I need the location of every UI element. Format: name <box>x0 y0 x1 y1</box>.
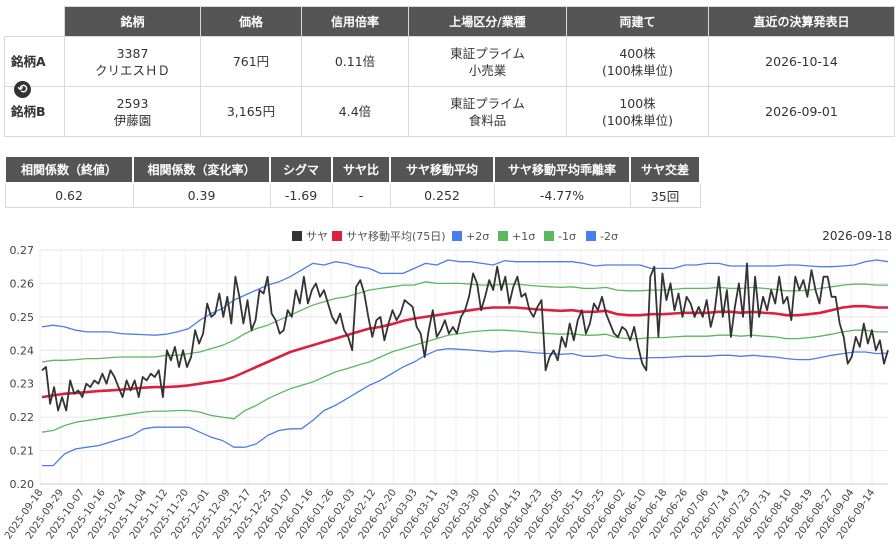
y-tick-label: 0.25 <box>10 311 35 324</box>
pair-row-a: 銘柄A 3387 クリエスＨＤ 761円 0.11倍 東証プライム 小売業 400株… <box>4 36 895 87</box>
swap-icon[interactable]: ⟲ <box>14 81 31 98</box>
stock-b-hedge-cell: 100株 (100株単位) <box>566 86 709 137</box>
stock-a-market-cell: 東証プライム 小売業 <box>408 36 567 87</box>
stock-b-cell[interactable]: 2593 伊藤園 <box>64 86 201 137</box>
stock-b-sector: 食料品 <box>468 112 507 128</box>
pair-header-margin: 信用倍率 <box>301 6 409 37</box>
series-line-3 <box>41 281 888 363</box>
stats-header-ratio: サヤ比 <box>331 155 391 184</box>
y-tick-label: 0.23 <box>10 378 35 391</box>
stock-a-price: 761円 <box>200 36 302 87</box>
stats-ma: 0.252 <box>389 182 495 208</box>
stock-a-name[interactable]: クリエスＨＤ <box>94 62 170 78</box>
stock-b-market-cell: 東証プライム 食料品 <box>408 86 567 137</box>
legend-swatch <box>332 231 342 241</box>
series-line-5 <box>42 347 889 467</box>
pair-header-earnings: 直近の決算発表日 <box>708 6 895 37</box>
pair-header-blank <box>4 6 65 37</box>
chart-grid <box>39 249 888 485</box>
legend-swatch <box>292 231 302 241</box>
legend-swatch <box>544 231 554 241</box>
pair-header-row: 銘柄 価格 信用倍率 上場区分/業種 両建て 直近の決算発表日 <box>4 6 895 37</box>
stock-a-cell[interactable]: 3387 クリエスＨＤ <box>64 36 201 87</box>
stock-b-hedge: 100株 <box>619 95 656 111</box>
stats-sigma: -1.69 <box>269 182 333 208</box>
stats-table: 相関係数（終値） 相関係数（変化率） シグマ サヤ比 サヤ移動平均 サヤ移動平均… <box>4 155 701 208</box>
stats-header-corr-change: 相関係数（変化率） <box>132 155 271 184</box>
y-tick-label: 0.26 <box>10 277 35 290</box>
stock-b-code: 2593 <box>116 95 149 111</box>
stats-header-row: 相関係数（終値） 相関係数（変化率） シグマ サヤ比 サヤ移動平均 サヤ移動平均… <box>4 155 701 184</box>
y-tick-label: 0.21 <box>10 445 35 458</box>
pair-header-price: 価格 <box>200 6 302 37</box>
stock-b-unit: (100株単位) <box>601 112 674 128</box>
pair-header-stock: 銘柄 <box>64 6 201 37</box>
legend-swatch <box>586 231 596 241</box>
series-line-4 <box>41 329 888 433</box>
stock-b-margin: 4.4倍 <box>301 86 409 137</box>
stock-a-code: 3387 <box>116 45 149 61</box>
legend-label[interactable]: -2σ <box>600 230 618 243</box>
legend-label[interactable]: サヤ <box>306 230 328 243</box>
pair-header-market: 上場区分/業種 <box>408 6 567 37</box>
stats-deviation: -4.77% <box>493 182 631 208</box>
stats-cross: 35回 <box>629 182 701 208</box>
stock-a-margin: 0.11倍 <box>301 36 409 87</box>
stock-a-unit: (100株単位) <box>601 62 674 78</box>
stock-a-earnings: 2026-10-14 <box>708 36 895 87</box>
stock-b-price: 3,165円 <box>200 86 302 137</box>
pair-comparison-table: 銘柄 価格 信用倍率 上場区分/業種 両建て 直近の決算発表日 銘柄A 3387… <box>4 6 895 137</box>
legend-label[interactable]: サヤ移動平均(75日) <box>346 229 446 243</box>
y-tick-label: 0.22 <box>10 411 35 424</box>
chart-legend[interactable]: サヤ サヤ移動平均(75日) +2σ +1σ -1σ -2σ <box>292 229 618 243</box>
pair-row-b: 銘柄B 2593 伊藤園 3,165円 4.4倍 東証プライム 食料品 100株 (1… <box>4 86 895 137</box>
series-line-0 <box>41 262 889 412</box>
spread-chart: サヤ サヤ移動平均(75日) +2σ +1σ -1σ -2σ 2026-09-18 0.2… <box>3 229 892 541</box>
legend-swatch <box>452 231 462 241</box>
stats-value-row: 0.62 0.39 -1.69 - 0.252 -4.77% 35回 <box>4 182 701 208</box>
stock-a-hedge-cell: 400株 (100株単位) <box>566 36 709 87</box>
stats-header-ma: サヤ移動平均 <box>389 155 495 184</box>
stats-header-sigma: シグマ <box>269 155 333 184</box>
stats-ratio: - <box>331 182 391 208</box>
legend-label[interactable]: -1σ <box>558 230 576 243</box>
stats-header-cross: サヤ交差 <box>629 155 701 184</box>
stock-b-label: 銘柄B <box>4 86 65 137</box>
y-tick-label: 0.27 <box>10 244 35 257</box>
y-axis: 0.20 0.21 0.22 0.23 0.24 0.25 0.26 0.27 <box>10 244 35 491</box>
stock-a-label: 銘柄A <box>4 36 65 87</box>
stock-a-sector: 小売業 <box>468 62 507 78</box>
stats-corr-close: 0.62 <box>4 182 134 208</box>
y-tick-label: 0.20 <box>10 478 35 491</box>
stats-header-deviation: サヤ移動平均乖離率 <box>493 155 631 184</box>
series-line-2 <box>41 259 889 336</box>
stock-b-name[interactable]: 伊藤園 <box>113 112 152 128</box>
stats-header-corr-close: 相関係数（終値） <box>4 155 134 184</box>
legend-swatch <box>498 231 508 241</box>
chart-date-label: 2026-09-18 <box>822 229 892 243</box>
pair-header-hedge: 両建て <box>566 6 709 37</box>
stock-b-market: 東証プライム <box>450 95 525 111</box>
stock-b-earnings: 2026-09-01 <box>708 86 895 137</box>
legend-label[interactable]: +2σ <box>466 230 489 243</box>
stats-corr-change: 0.39 <box>132 182 271 208</box>
stock-a-hedge: 400株 <box>619 45 656 61</box>
legend-label[interactable]: +1σ <box>512 230 535 243</box>
stock-a-market: 東証プライム <box>450 45 525 61</box>
x-axis: 2025-09-182025-09-292025-10-072025-10-16… <box>3 487 877 541</box>
y-tick-label: 0.24 <box>10 344 35 357</box>
chart-series <box>41 259 889 467</box>
